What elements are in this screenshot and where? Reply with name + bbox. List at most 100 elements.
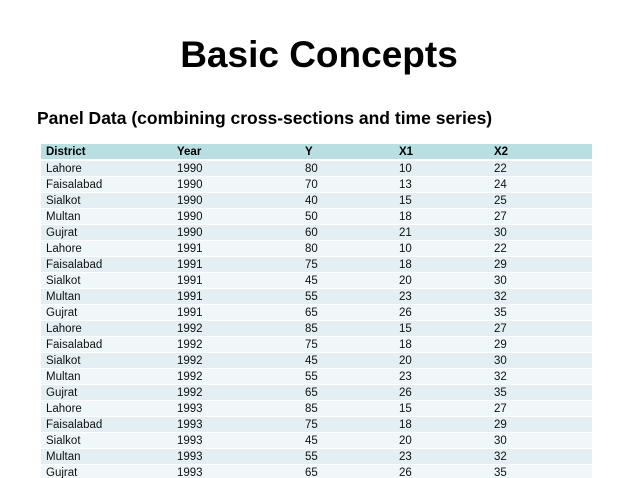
- cell-year: 1992: [172, 337, 300, 353]
- cell-x2: 35: [489, 385, 592, 401]
- cell-y: 65: [300, 305, 394, 321]
- cell-year: 1991: [172, 305, 300, 321]
- column-header-year: Year: [172, 144, 300, 161]
- cell-x1: 18: [394, 257, 489, 273]
- cell-year: 1990: [172, 193, 300, 209]
- cell-x2: 24: [489, 177, 592, 193]
- cell-x2: 22: [489, 241, 592, 257]
- table-row: Lahore 1991 80 10 22: [41, 241, 592, 257]
- cell-district: Gujrat: [41, 465, 172, 478]
- cell-district: Gujrat: [41, 225, 172, 241]
- cell-x2: 32: [489, 449, 592, 465]
- table-row: Faisalabad 1992 75 18 29: [41, 337, 592, 353]
- table-row: Lahore 1993 85 15 27: [41, 401, 592, 417]
- cell-x1: 13: [394, 177, 489, 193]
- column-header-district: District: [41, 144, 172, 161]
- cell-year: 1993: [172, 433, 300, 449]
- cell-x1: 18: [394, 337, 489, 353]
- cell-year: 1990: [172, 209, 300, 225]
- panel-data-table: District Year Y X1 X2 Lahore 1990 80 10 22 Fa…: [41, 144, 592, 478]
- cell-x1: 15: [394, 321, 489, 337]
- cell-x1: 10: [394, 161, 489, 177]
- cell-year: 1991: [172, 273, 300, 289]
- table-row: Faisalabad 1993 75 18 29: [41, 417, 592, 433]
- cell-x2: 29: [489, 257, 592, 273]
- cell-x1: 10: [394, 241, 489, 257]
- cell-y: 55: [300, 289, 394, 305]
- cell-y: 75: [300, 337, 394, 353]
- cell-x2: 27: [489, 401, 592, 417]
- cell-district: Lahore: [41, 241, 172, 257]
- cell-x1: 20: [394, 433, 489, 449]
- cell-y: 45: [300, 353, 394, 369]
- cell-x1: 21: [394, 225, 489, 241]
- cell-district: Lahore: [41, 321, 172, 337]
- slide-title: Basic Concepts: [180, 34, 458, 75]
- cell-x1: 23: [394, 369, 489, 385]
- cell-x2: 25: [489, 193, 592, 209]
- column-header-x1: X1: [394, 144, 489, 161]
- table-row: Sialkot 1992 45 20 30: [41, 353, 592, 369]
- table-row: Lahore 1992 85 15 27: [41, 321, 592, 337]
- cell-year: 1990: [172, 225, 300, 241]
- cell-x2: 35: [489, 465, 592, 478]
- cell-y: 75: [300, 417, 394, 433]
- table-row: Sialkot 1991 45 20 30: [41, 273, 592, 289]
- cell-district: Lahore: [41, 161, 172, 177]
- cell-y: 65: [300, 385, 394, 401]
- cell-district: Sialkot: [41, 433, 172, 449]
- cell-district: Sialkot: [41, 193, 172, 209]
- cell-year: 1992: [172, 369, 300, 385]
- cell-year: 1991: [172, 257, 300, 273]
- cell-x2: 32: [489, 289, 592, 305]
- cell-district: Faisalabad: [41, 177, 172, 193]
- table-row: Faisalabad 1990 70 13 24: [41, 177, 592, 193]
- table-row: Lahore 1990 80 10 22: [41, 161, 592, 177]
- cell-x1: 20: [394, 353, 489, 369]
- table-body: Lahore 1990 80 10 22 Faisalabad 1990 70 13 24 Sial…: [41, 161, 592, 478]
- cell-district: Multan: [41, 449, 172, 465]
- cell-x2: 30: [489, 353, 592, 369]
- cell-year: 1990: [172, 177, 300, 193]
- table-row: Gujrat 1990 60 21 30: [41, 225, 592, 241]
- cell-x2: 30: [489, 225, 592, 241]
- cell-district: Gujrat: [41, 305, 172, 321]
- cell-year: 1992: [172, 321, 300, 337]
- table-row: Multan 1993 55 23 32: [41, 449, 592, 465]
- cell-year: 1993: [172, 417, 300, 433]
- table-row: Faisalabad 1991 75 18 29: [41, 257, 592, 273]
- table-row: Multan 1992 55 23 32: [41, 369, 592, 385]
- slide-subtitle: Panel Data (combining cross-sections and…: [37, 108, 493, 128]
- table-row: Gujrat 1992 65 26 35: [41, 385, 592, 401]
- cell-y: 45: [300, 273, 394, 289]
- cell-x2: 30: [489, 273, 592, 289]
- cell-district: Multan: [41, 369, 172, 385]
- table-row: Gujrat 1991 65 26 35: [41, 305, 592, 321]
- cell-x1: 26: [394, 385, 489, 401]
- cell-year: 1993: [172, 465, 300, 478]
- cell-x2: 35: [489, 305, 592, 321]
- table-row: Gujrat 1993 65 26 35: [41, 465, 592, 478]
- cell-x1: 15: [394, 401, 489, 417]
- cell-district: Lahore: [41, 401, 172, 417]
- cell-x2: 22: [489, 161, 592, 177]
- cell-x1: 23: [394, 289, 489, 305]
- cell-year: 1993: [172, 401, 300, 417]
- cell-year: 1992: [172, 353, 300, 369]
- table-row: Sialkot 1993 45 20 30: [41, 433, 592, 449]
- cell-district: Sialkot: [41, 273, 172, 289]
- cell-y: 65: [300, 465, 394, 478]
- cell-district: Sialkot: [41, 353, 172, 369]
- cell-y: 80: [300, 241, 394, 257]
- table-header: District Year Y X1 X2: [41, 144, 592, 161]
- cell-year: 1991: [172, 289, 300, 305]
- cell-district: Multan: [41, 209, 172, 225]
- cell-y: 75: [300, 257, 394, 273]
- cell-x1: 18: [394, 417, 489, 433]
- cell-year: 1990: [172, 161, 300, 177]
- cell-x1: 26: [394, 465, 489, 478]
- cell-district: Multan: [41, 289, 172, 305]
- cell-y: 80: [300, 161, 394, 177]
- table-row: Multan 1990 50 18 27: [41, 209, 592, 225]
